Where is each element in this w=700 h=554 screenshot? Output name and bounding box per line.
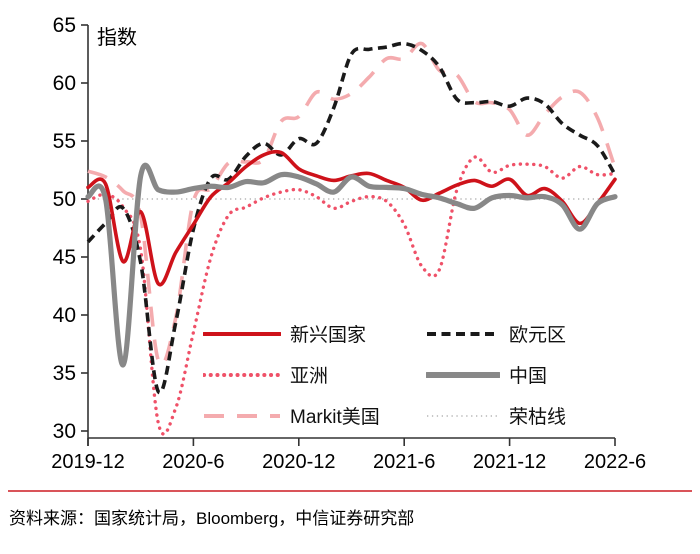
y-tick-label: 60 xyxy=(53,72,76,95)
series-line-asia xyxy=(86,155,617,436)
legend-label-eurozone: 欧元区 xyxy=(509,325,567,346)
y-tick-label: 55 xyxy=(53,130,76,153)
legend-label-china: 中国 xyxy=(509,366,548,387)
y-tick-label: 50 xyxy=(53,188,76,211)
legend-item-boom-bust: 荣枯线 xyxy=(426,402,566,429)
y-tick-label: 45 xyxy=(53,246,76,269)
series-line-china xyxy=(85,162,618,368)
x-tick-label: 2021-12 xyxy=(473,451,546,473)
legend-line-sample-asia xyxy=(203,372,281,377)
legend-label-markit-us: Markit美国 xyxy=(290,407,380,428)
legend-line-sample-china xyxy=(426,371,500,378)
x-tick-label: 2020-6 xyxy=(162,451,224,473)
source-note: 资料来源：国家统计局，Bloomberg，中信证券研究部 xyxy=(9,509,415,528)
y-tick-label: 30 xyxy=(53,420,76,443)
legend-label-emerging: 新兴国家 xyxy=(290,325,367,346)
legend-item-asia: 亚洲 xyxy=(203,361,328,388)
y-tick-label: 40 xyxy=(53,304,76,327)
legend-line-sample-markit-us xyxy=(204,413,280,418)
legend-line-sample-eurozone xyxy=(427,331,499,336)
legend-item-emerging: 新兴国家 xyxy=(203,320,366,347)
x-tick-label: 2020-12 xyxy=(262,451,335,473)
legend-item-eurozone: 欧元区 xyxy=(426,320,566,347)
series-line-markit-us xyxy=(87,41,617,367)
legend-label-boom-bust: 荣枯线 xyxy=(509,407,567,428)
x-tick-label: 2021-6 xyxy=(373,451,435,473)
series-line-emerging xyxy=(86,149,617,287)
legend-item-markit-us: Markit美国 xyxy=(203,402,380,429)
x-tick-label: 2022-6 xyxy=(584,451,646,473)
x-tick-label: 2019-12 xyxy=(51,451,124,473)
legend-label-asia: 亚洲 xyxy=(290,366,329,387)
footer-divider xyxy=(8,490,692,492)
y-tick-label: 35 xyxy=(53,362,76,385)
legend-line-sample-emerging xyxy=(203,331,281,336)
legend-line-sample-boom-bust xyxy=(427,414,499,417)
legend-item-china: 中国 xyxy=(426,361,547,388)
series-line-eurozone xyxy=(86,41,617,395)
y-tick-label: 65 xyxy=(53,14,76,37)
chart-unit-label: 指数 xyxy=(97,26,137,49)
